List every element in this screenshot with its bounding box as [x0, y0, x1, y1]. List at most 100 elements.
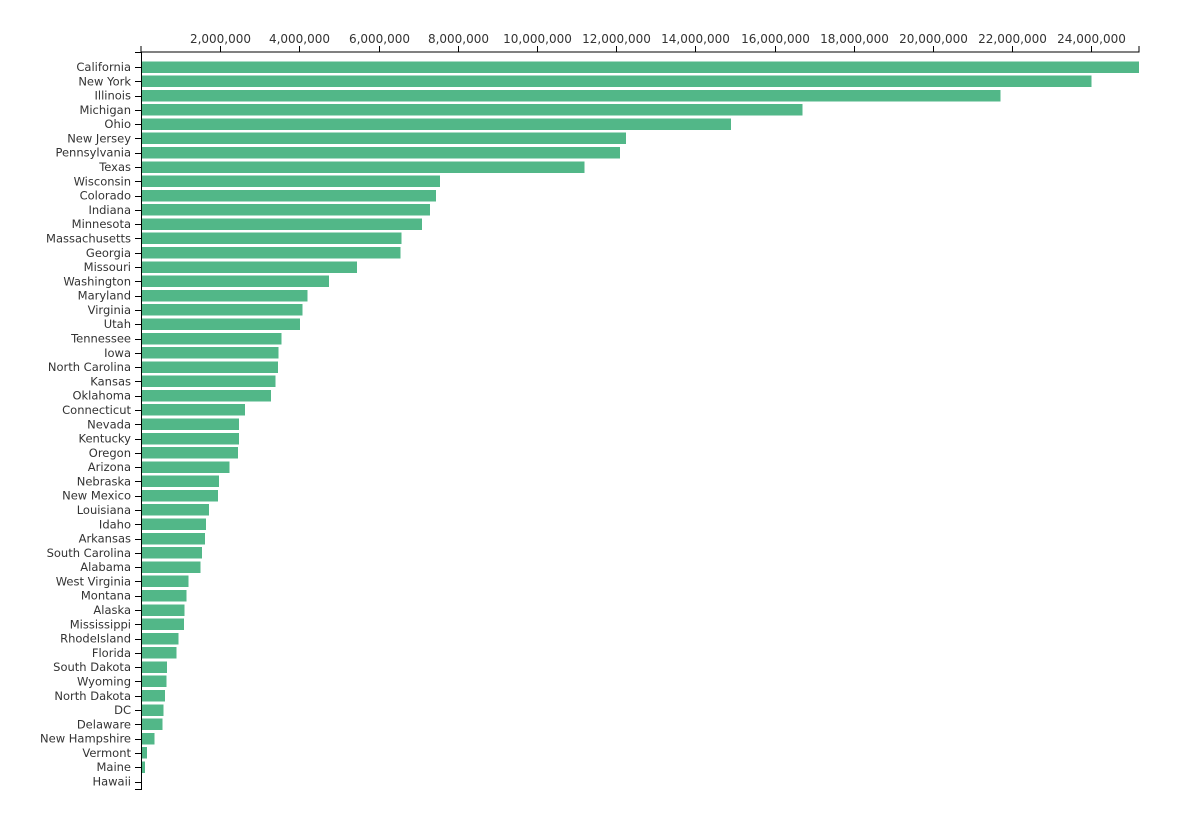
bar-georgia[interactable] [142, 247, 401, 259]
category-label: Utah [104, 317, 131, 331]
bar-arkansas[interactable] [142, 532, 206, 545]
bar-oklahoma[interactable] [142, 389, 271, 402]
bar-south-dakota[interactable] [142, 661, 168, 673]
bar-nevada[interactable] [142, 418, 240, 431]
category-label: Delaware [77, 717, 131, 731]
bar-maryland[interactable] [142, 289, 308, 302]
category-label: Maryland [78, 289, 131, 303]
bar-louisiana[interactable] [142, 504, 210, 516]
bar-tennessee[interactable] [142, 332, 282, 345]
bar-mississippi[interactable] [142, 618, 184, 631]
bar-new-hampshire[interactable] [142, 732, 155, 745]
category-label: South Carolina [47, 546, 131, 560]
category-label: Wisconsin [74, 174, 131, 188]
category-label: Pennsylvania [55, 146, 131, 160]
bar-oregon[interactable] [142, 447, 239, 459]
category-label: Massachusetts [46, 231, 131, 245]
bar-washington[interactable] [142, 275, 330, 288]
bar-california[interactable] [142, 61, 1139, 73]
category-label: Mississippi [70, 617, 131, 631]
x-tick-label: 12,000,000 [582, 32, 651, 46]
bar-wyoming[interactable] [142, 675, 167, 688]
category-label: Minnesota [72, 217, 131, 231]
bar-new-jersey[interactable] [142, 132, 627, 145]
bar-colorado[interactable] [142, 189, 437, 202]
bar-alaska[interactable] [142, 604, 185, 616]
x-tick-label: 18,000,000 [820, 32, 889, 46]
category-label: Oregon [89, 446, 131, 460]
category-label: Alaska [93, 603, 131, 617]
bar-north-dakota[interactable] [142, 690, 165, 702]
x-tick-label: 22,000,000 [978, 32, 1047, 46]
category-label: Idaho [99, 517, 131, 531]
bar-indiana[interactable] [142, 204, 431, 216]
category-label: North Carolina [48, 360, 131, 374]
category-label: North Dakota [54, 689, 131, 703]
category-label: Indiana [88, 203, 131, 217]
bar-texas[interactable] [142, 161, 585, 173]
bar-pennsylvania[interactable] [142, 146, 621, 159]
category-label: Wyoming [77, 674, 131, 688]
bar-utah[interactable] [142, 318, 301, 330]
bar-new-mexico[interactable] [142, 489, 219, 502]
bar-west-virginia[interactable] [142, 575, 189, 588]
bar-kansas[interactable] [142, 375, 276, 388]
x-tick-label: 6,000,000 [349, 32, 410, 46]
category-label: Washington [63, 274, 131, 288]
category-label: Kentucky [78, 432, 131, 446]
bar-idaho[interactable] [142, 518, 206, 531]
category-label: Virginia [88, 303, 131, 317]
bar-vermont[interactable] [142, 747, 147, 759]
bar-massachusetts[interactable] [142, 232, 402, 245]
bar-minnesota[interactable] [142, 218, 423, 230]
category-label: Connecticut [62, 403, 131, 417]
bar-florida[interactable] [142, 647, 177, 659]
category-label: South Dakota [53, 660, 131, 674]
bar-nebraska[interactable] [142, 475, 220, 488]
category-label: New Hampshire [40, 732, 131, 746]
bar-maine[interactable] [142, 761, 145, 773]
bar-michigan[interactable] [142, 104, 803, 116]
x-tick-label: 20,000,000 [899, 32, 968, 46]
bar-delaware[interactable] [142, 718, 163, 731]
category-label: Texas [98, 160, 131, 174]
x-tick-label: 10,000,000 [503, 32, 572, 46]
bars-group [142, 61, 1139, 773]
bar-rhodeisland[interactable] [142, 632, 179, 645]
category-label: Alabama [80, 560, 131, 574]
bar-ohio[interactable] [142, 118, 732, 130]
category-label: Colorado [80, 189, 131, 203]
category-label: Iowa [104, 346, 131, 360]
bar-south-carolina[interactable] [142, 547, 202, 559]
category-label: Ohio [104, 117, 131, 131]
bar-illinois[interactable] [142, 89, 1001, 102]
bar-wisconsin[interactable] [142, 175, 441, 188]
category-label: Arkansas [79, 532, 131, 546]
bar-montana[interactable] [142, 589, 187, 602]
category-label: Maine [96, 760, 131, 774]
bar-kentucky[interactable] [142, 432, 239, 445]
bar-new-york[interactable] [142, 75, 1092, 88]
bar-virginia[interactable] [142, 304, 303, 316]
x-tick-label: 8,000,000 [428, 32, 489, 46]
category-label: Michigan [79, 103, 131, 117]
bar-missouri[interactable] [142, 261, 357, 273]
category-label: New York [78, 74, 131, 88]
category-label: DC [114, 703, 131, 717]
bar-alabama[interactable] [142, 561, 201, 573]
bar-arizona[interactable] [142, 461, 230, 473]
bar-iowa[interactable] [142, 347, 279, 359]
x-tick-label: 2,000,000 [190, 32, 251, 46]
x-tick-label: 14,000,000 [661, 32, 730, 46]
category-label: Vermont [82, 746, 131, 760]
x-tick-label: 16,000,000 [741, 32, 810, 46]
bar-north-carolina[interactable] [142, 361, 279, 373]
bar-dc[interactable] [142, 704, 164, 716]
x-axis: 2,000,000 4,000,000 6,000,000 8,000,000 10,0… [140, 32, 1140, 53]
x-tick-label: 24,000,000 [1057, 32, 1126, 46]
bar-connecticut[interactable] [142, 404, 245, 416]
category-label: New Mexico [62, 489, 131, 503]
